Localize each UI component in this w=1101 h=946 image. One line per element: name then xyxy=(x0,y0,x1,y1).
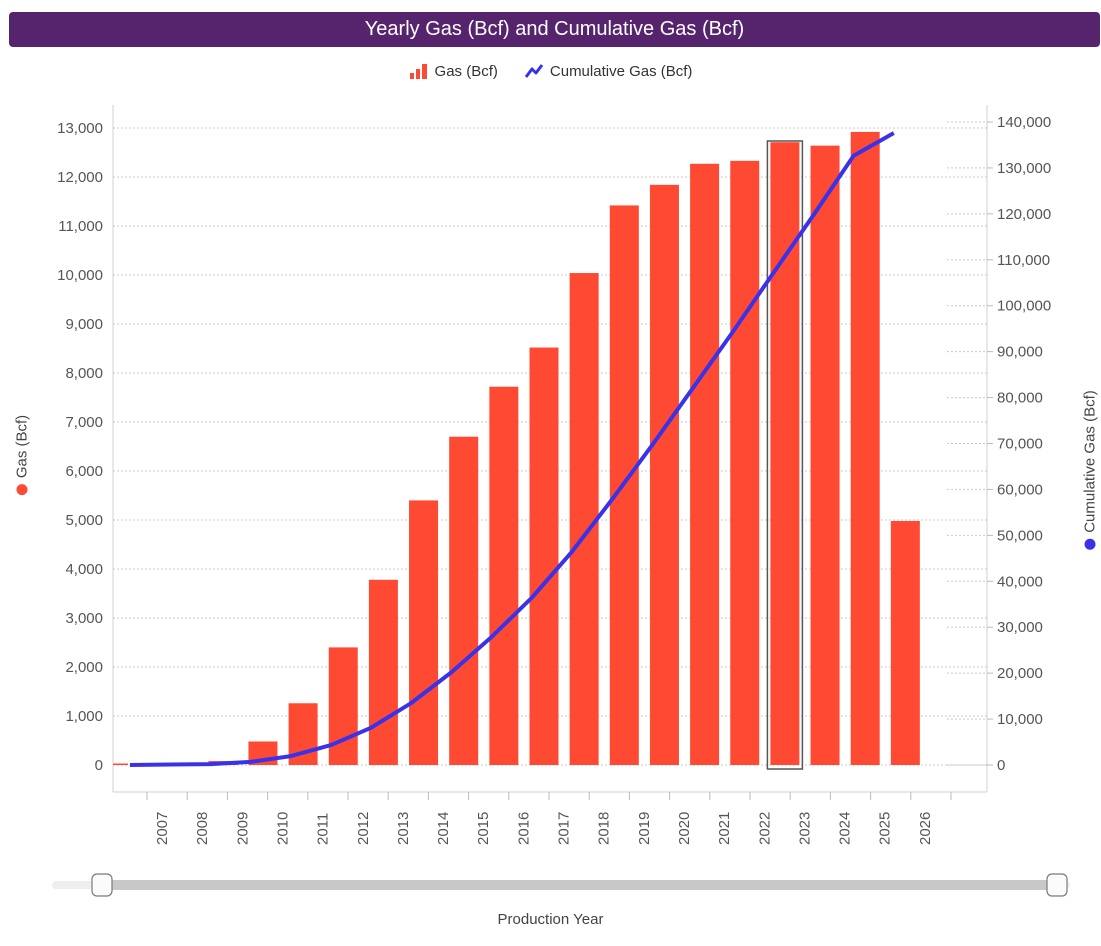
y2-tick-label: 70,000 xyxy=(997,436,1043,453)
y-tick-label: 8,000 xyxy=(65,365,103,382)
y2-tick-label: 100,000 xyxy=(997,298,1051,315)
y2-tick-label: 90,000 xyxy=(997,344,1043,361)
y2-tick-label: 50,000 xyxy=(997,527,1043,544)
y-axis-title-left: Gas (Bcf) xyxy=(13,414,31,496)
bar-2012 xyxy=(328,647,358,765)
y-axis-title-right: Cumulative Gas (Bcf) xyxy=(1082,390,1099,550)
x-tick-label-2025: 2025 xyxy=(877,812,894,845)
chart-title: Yearly Gas (Bcf) and Cumulative Gas (Bcf… xyxy=(364,18,745,40)
x-tick-label-2015: 2015 xyxy=(475,812,492,845)
bar-2017 xyxy=(529,347,559,765)
bar-2008 xyxy=(168,764,198,766)
bar-2015 xyxy=(449,436,479,765)
bar-2023 xyxy=(770,142,800,765)
y-tick-label: 12,000 xyxy=(57,169,103,186)
bar-2019 xyxy=(609,205,639,766)
bar-2007 xyxy=(113,763,128,765)
bar-2020 xyxy=(649,184,679,766)
bar-2011 xyxy=(288,703,318,765)
y-tick-label: 6,000 xyxy=(65,463,103,480)
y2-tick-label: 20,000 xyxy=(997,665,1043,682)
slider-handle-left[interactable] xyxy=(91,873,113,897)
y-tick-label: 10,000 xyxy=(57,267,103,284)
bar-2026 xyxy=(890,520,920,765)
bar-2013 xyxy=(368,579,398,765)
bar-2022 xyxy=(730,160,760,765)
y2-tick-label: 30,000 xyxy=(997,619,1043,636)
x-tick-label-2022: 2022 xyxy=(756,812,773,845)
y2-axis-label: Cumulative Gas (Bcf) xyxy=(1081,390,1099,533)
x-tick-label-2008: 2008 xyxy=(194,812,211,845)
y-tick-label: 11,000 xyxy=(58,218,103,235)
x-tick-label-2011: 2011 xyxy=(315,813,332,845)
y-tick-label: 1,000 xyxy=(65,708,103,725)
bar-2021 xyxy=(690,163,720,765)
x-tick-label-2026: 2026 xyxy=(917,812,934,845)
x-axis-title: Production Year xyxy=(497,911,604,928)
x-tick-label-2019: 2019 xyxy=(636,812,653,845)
y-tick-label: 13,000 xyxy=(57,120,103,137)
x-tick-label-2009: 2009 xyxy=(234,812,251,845)
x-tick-label-2023: 2023 xyxy=(796,812,813,845)
y2-tick-label: 140,000 xyxy=(997,114,1051,131)
y-tick-label: 0 xyxy=(95,757,103,774)
legend-label-cumulative-gas: Cumulative Gas (Bcf) xyxy=(549,62,693,80)
y2-tick-label: 120,000 xyxy=(997,206,1051,223)
chart-legend: Gas (Bcf) Cumulative Gas (Bcf) xyxy=(0,58,1101,84)
selected-bar-highlight xyxy=(766,140,804,770)
x-tick-label-2024: 2024 xyxy=(837,812,854,845)
x-tick-label-2007: 2007 xyxy=(154,812,171,845)
x-tick-label-2021: 2021 xyxy=(716,812,733,845)
legend-item-cumulative-gas[interactable]: Cumulative Gas (Bcf) xyxy=(524,62,693,80)
y-tick-label: 5,000 xyxy=(65,512,103,529)
bar-2016 xyxy=(489,386,519,765)
y2-tick-label: 110,000 xyxy=(997,252,1050,269)
y2-tick-label: 10,000 xyxy=(997,711,1043,728)
y2-tick-label: 80,000 xyxy=(997,390,1043,407)
chart-title-bar: Yearly Gas (Bcf) and Cumulative Gas (Bcf… xyxy=(9,12,1100,47)
y2-tick-label: 130,000 xyxy=(997,160,1051,177)
x-tick-label-2016: 2016 xyxy=(515,812,532,845)
y2-tick-label: 60,000 xyxy=(997,481,1043,498)
legend-item-gas[interactable]: Gas (Bcf) xyxy=(409,63,498,80)
slider-handle-right[interactable] xyxy=(1046,873,1068,897)
bar-2018 xyxy=(569,273,599,765)
bar-2014 xyxy=(409,500,439,765)
range-slider[interactable] xyxy=(0,866,1101,906)
y-tick-label: 4,000 xyxy=(65,561,103,578)
y-tick-label: 7,000 xyxy=(65,414,103,431)
line-chart-icon xyxy=(524,64,544,78)
bar-2009 xyxy=(208,761,238,765)
bar-2025 xyxy=(850,131,880,766)
slider-range xyxy=(102,880,1057,890)
y-tick-label: 2,000 xyxy=(65,659,103,676)
x-tick-label-2013: 2013 xyxy=(395,812,412,845)
y2-tick-label: 40,000 xyxy=(997,573,1043,590)
y2-tick-label: 0 xyxy=(997,757,1005,774)
x-tick-label-2020: 2020 xyxy=(676,812,693,845)
bar-2024 xyxy=(810,145,840,765)
x-tick-label-2010: 2010 xyxy=(274,812,291,845)
y-tick-label: 9,000 xyxy=(65,316,103,333)
cumulative-dot-icon xyxy=(1084,538,1096,550)
x-tick-label-2012: 2012 xyxy=(355,812,372,845)
y-tick-label: 3,000 xyxy=(65,610,103,627)
y-axis-label: Gas (Bcf) xyxy=(13,414,31,479)
bar-chart-icon xyxy=(409,64,427,79)
x-tick-label-2014: 2014 xyxy=(435,812,452,845)
legend-label-gas: Gas (Bcf) xyxy=(434,62,498,80)
x-tick-label-2018: 2018 xyxy=(596,812,613,845)
bar-2010 xyxy=(248,741,278,765)
gas-dot-icon xyxy=(16,484,28,496)
cumulative-gas-line xyxy=(129,131,895,767)
x-tick-label-2017: 2017 xyxy=(556,812,573,845)
